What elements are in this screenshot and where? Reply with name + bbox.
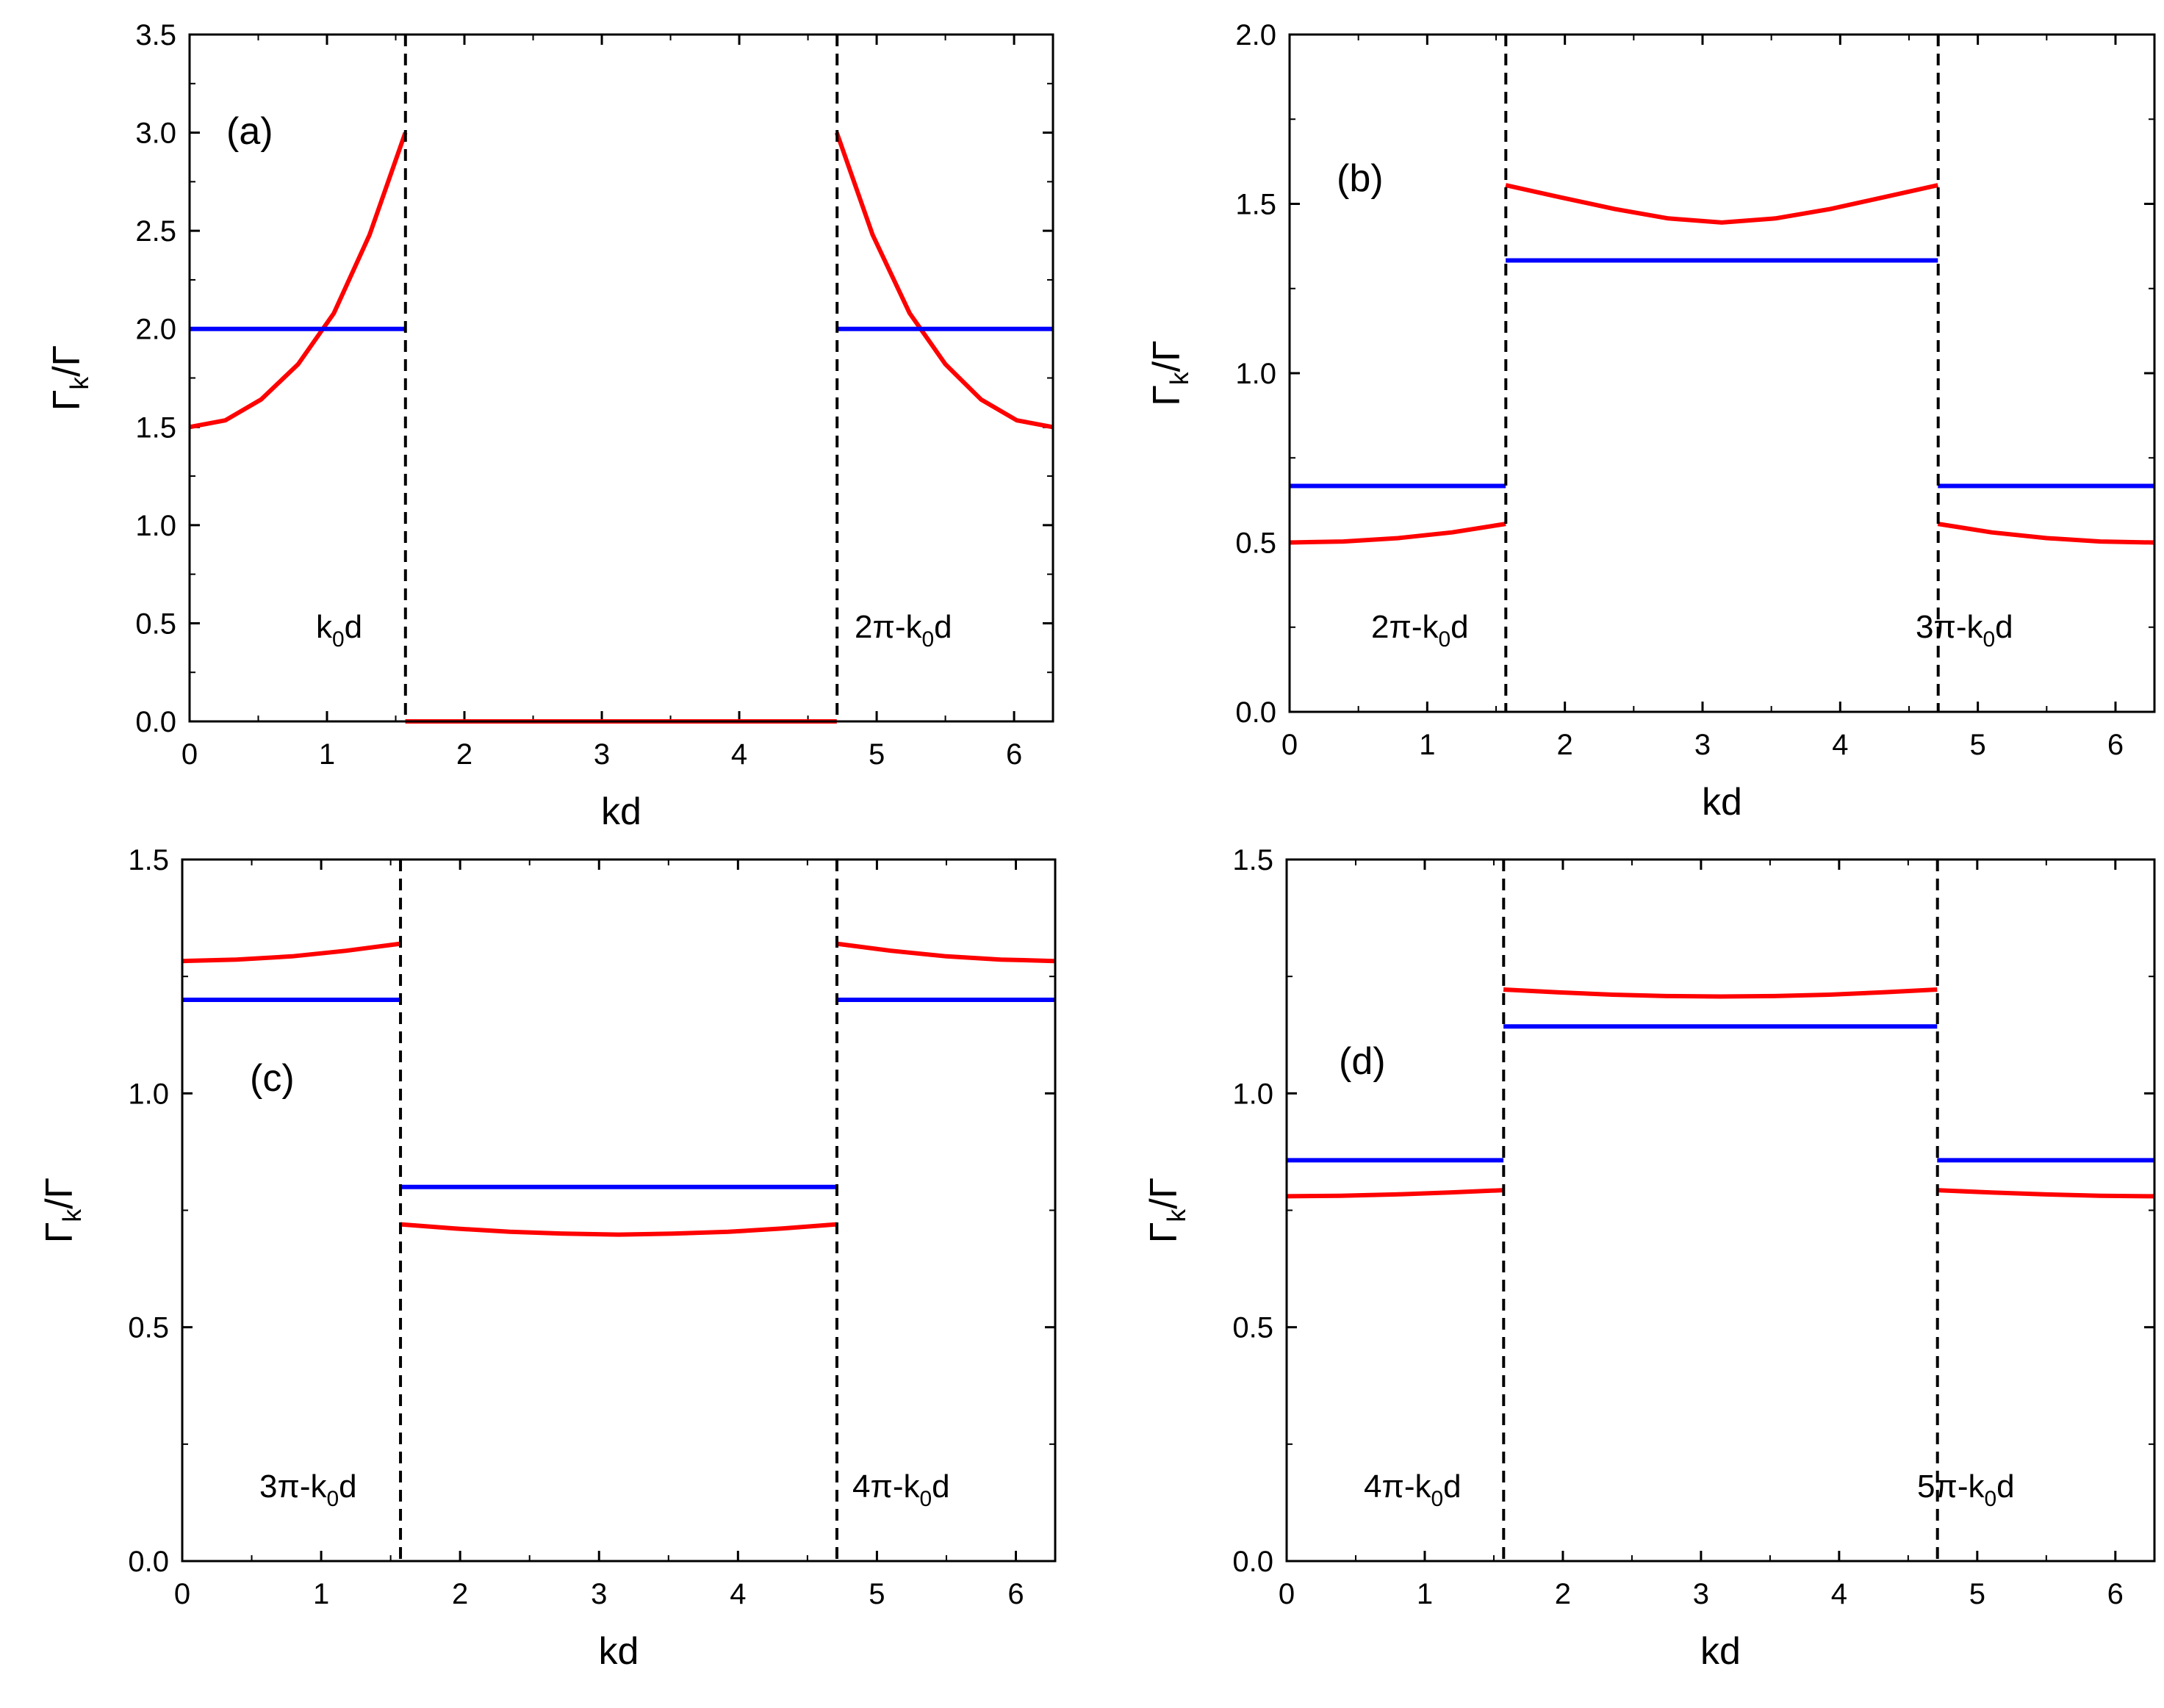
y-tick-label: 2.0	[1235, 19, 1276, 51]
series-red-segment-1	[1286, 1188, 1504, 1199]
annotation-1: 4π-k0d	[1364, 1469, 1462, 1511]
x-tick-label: 2	[1555, 1578, 1571, 1610]
x-tick-label: 0	[1281, 729, 1298, 761]
series-red-segment-1	[181, 941, 401, 964]
series-red-segment-1	[1289, 522, 1506, 545]
plot-frame	[181, 858, 1057, 1563]
y-tick-label: 0.5	[135, 608, 176, 640]
y-tick-label: 1.5	[1232, 844, 1273, 876]
x-tick-label: 4	[730, 1578, 746, 1610]
x-tick-label: 4	[731, 738, 747, 771]
x-tick-label: 4	[1832, 729, 1848, 761]
y-tick-label: 2.0	[135, 314, 176, 346]
y-tick-label: 1.0	[1235, 358, 1276, 390]
panel-a: 0 1 2 3 4 5 6 0.0 0.5 1.0 1.5 2.0 2.5 3.0 3.5 kd Γk/Γ (a)…	[46, 19, 1054, 833]
plot-frame	[1288, 33, 2156, 713]
panel-b: 0 1 2 3 4 5 6 0.0 0.5 1.0 1.5 2.0 kd Γk/Γ (b) 2π-k0d 3π-…	[1146, 19, 2156, 824]
x-tick-label: 1	[1419, 729, 1435, 761]
y-tick-label: 0.0	[128, 1546, 169, 1578]
panel-c: 0 1 2 3 4 5 6 0.0 0.5 1.0 1.5 kd Γk/Γ (c) 3π-k0d 4π-k0d	[38, 844, 1057, 1673]
y-tick-label: 0.0	[135, 706, 176, 738]
x-tick-label: 2	[456, 738, 472, 771]
x-tick-label: 6	[2107, 1578, 2124, 1610]
x-axis-title: kd	[601, 790, 641, 833]
series-red-segment-2	[400, 1222, 837, 1237]
series-red-segment-3	[834, 131, 1053, 430]
y-axis-title: Γk/Γ	[38, 1178, 87, 1243]
series-red-segment-3	[1937, 522, 2154, 545]
x-tick-label: 1	[1417, 1578, 1433, 1610]
series-red-segment-2	[1505, 183, 1938, 225]
y-tick-label: 1.0	[135, 510, 176, 542]
y-tick-label: 1.5	[128, 844, 169, 876]
y-axis-title: Γk/Γ	[46, 345, 94, 411]
panel-d: 0 1 2 3 4 5 6 0.0 0.5 1.0 1.5 kd Γk/Γ (d) 4π-k0d 5π-k0d	[1143, 844, 2156, 1673]
y-tick-label: 3.5	[135, 19, 176, 51]
y-tick-label: 0.0	[1235, 696, 1276, 729]
x-tick-label: 5	[1970, 729, 1986, 761]
plot-frame	[188, 33, 1054, 723]
y-tick-label: 1.0	[1232, 1078, 1273, 1110]
panel-label: (c)	[250, 1057, 295, 1100]
x-axis-title: kd	[1700, 1630, 1741, 1673]
series-red-segment-2	[1503, 987, 1938, 999]
series-red-segment-3	[836, 941, 1055, 964]
x-tick-label: 4	[1831, 1578, 1847, 1610]
annotation-2: 3π-k0d	[1916, 609, 2013, 652]
y-tick-label: 2.5	[135, 215, 176, 248]
x-tick-label: 1	[313, 1578, 329, 1610]
y-axis-title: Γk/Γ	[1143, 1178, 1191, 1243]
annotation-1: k0d	[316, 609, 362, 652]
x-tick-label: 3	[591, 1578, 607, 1610]
x-tick-label: 1	[319, 738, 335, 771]
x-tick-label: 6	[1006, 738, 1022, 771]
x-tick-label: 0	[1279, 1578, 1295, 1610]
y-tick-label: 1.5	[135, 411, 176, 444]
x-tick-label: 5	[1969, 1578, 1985, 1610]
annotation-2: 5π-k0d	[1917, 1469, 2015, 1511]
x-tick-label: 3	[594, 738, 610, 771]
x-tick-label: 0	[181, 738, 198, 771]
plot-frame	[1285, 858, 2156, 1563]
y-tick-label: 1.5	[1235, 189, 1276, 221]
y-tick-label: 0.5	[1232, 1312, 1273, 1344]
panel-label: (a)	[226, 110, 273, 153]
y-axis-title: Γk/Γ	[1146, 340, 1194, 406]
y-tick-label: 0.0	[1232, 1546, 1273, 1578]
annotation-2: 4π-k0d	[852, 1469, 950, 1511]
y-tick-label: 0.5	[1235, 527, 1276, 560]
panel-label: (d)	[1339, 1040, 1386, 1083]
y-tick-label: 0.5	[128, 1312, 169, 1344]
x-tick-label: 3	[1693, 1578, 1709, 1610]
x-tick-label: 3	[1694, 729, 1711, 761]
y-tick-label: 1.0	[128, 1078, 169, 1110]
series-red-segment-3	[1937, 1188, 2154, 1199]
panel-label: (b)	[1337, 157, 1384, 200]
x-tick-label: 2	[1557, 729, 1573, 761]
y-tick-label: 3.0	[135, 118, 176, 150]
x-tick-label: 2	[452, 1578, 468, 1610]
x-tick-label: 0	[174, 1578, 190, 1610]
x-tick-label: 6	[1007, 1578, 1024, 1610]
annotation-1: 2π-k0d	[1371, 609, 1469, 652]
series-red-segment-1	[189, 131, 408, 430]
annotation-2: 2π-k0d	[855, 609, 952, 652]
x-tick-label: 5	[869, 738, 885, 771]
x-tick-label: 6	[2107, 729, 2124, 761]
x-axis-title: kd	[1702, 781, 1742, 824]
annotation-1: 3π-k0d	[259, 1469, 357, 1511]
x-tick-label: 5	[869, 1578, 885, 1610]
x-axis-title: kd	[599, 1630, 639, 1673]
